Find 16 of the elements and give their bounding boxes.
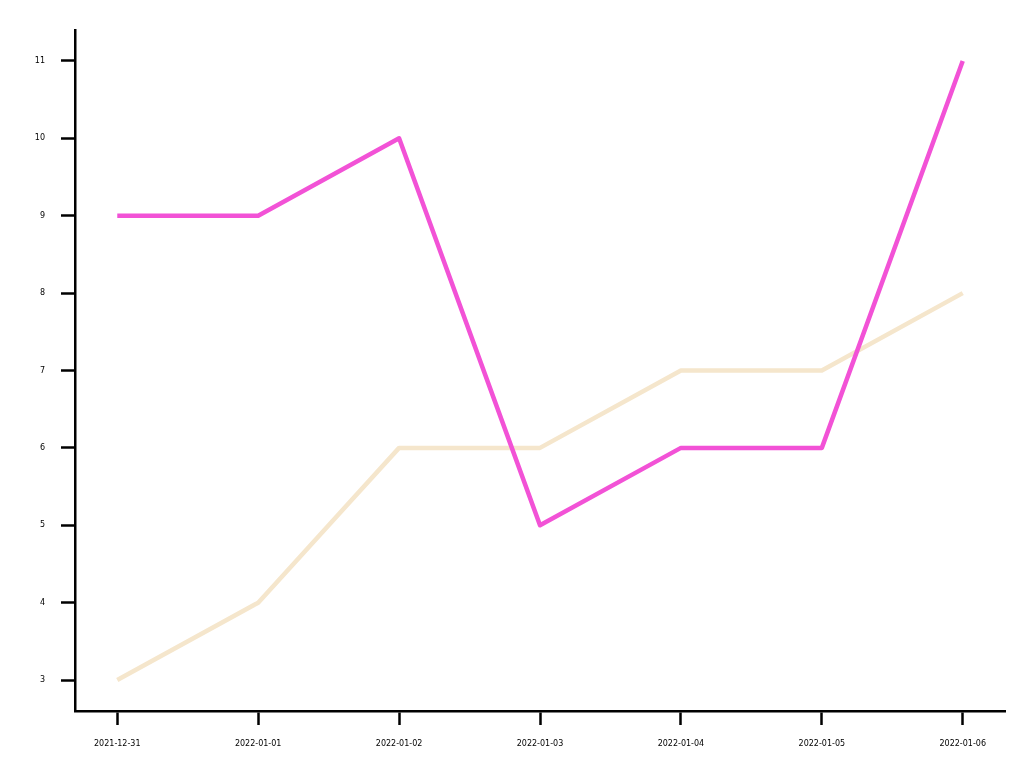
x-tick-label: 2021-12-31 [94, 738, 141, 748]
y-tick-label: 10 [34, 133, 45, 143]
y-tick-label: 9 [39, 210, 45, 220]
y-tick-label: 11 [34, 56, 45, 66]
x-tick-label: 2022-01-03 [516, 738, 564, 748]
x-tick-label: 2022-01-01 [234, 738, 282, 748]
y-tick-label: 3 [39, 675, 45, 685]
y-tick-label: 4 [39, 597, 45, 607]
x-tick-label: 2022-01-02 [375, 738, 423, 748]
y-tick-label: 7 [39, 365, 45, 375]
x-tick-label: 2022-01-06 [939, 738, 986, 748]
x-tick-label: 2022-01-05 [798, 738, 846, 748]
y-tick-label: 5 [39, 520, 45, 530]
y-tick-label: 6 [39, 442, 45, 452]
x-tick-label: 2022-01-04 [657, 738, 705, 748]
y-tick-label: 8 [39, 288, 45, 298]
